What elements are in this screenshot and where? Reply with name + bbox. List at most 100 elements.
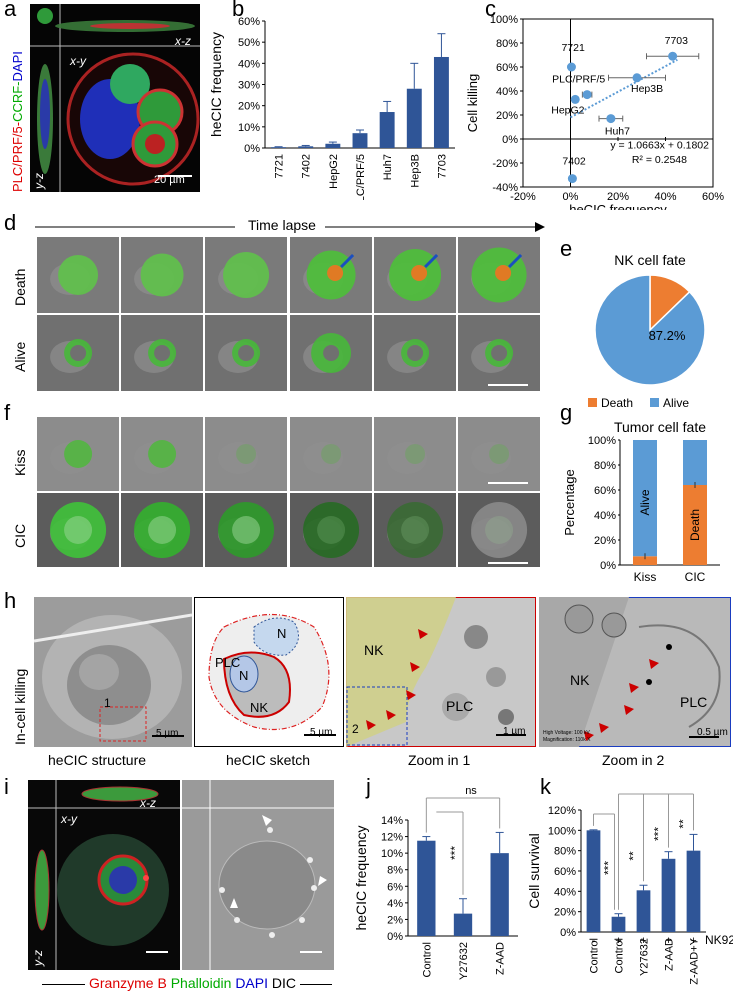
cell-center [70,345,87,361]
cell-center [238,345,255,361]
regression-equation: y = 1.0663x + 0.1802 [610,140,709,152]
sig-star: ** [627,851,641,861]
frame-image [218,252,270,298]
panel-a-xy-label: x-y [70,54,86,68]
panel-h-label: h [4,588,17,613]
bar-death [683,485,707,565]
bar-death [633,556,657,565]
nk92-label: NK92 [705,933,733,947]
y-tick-label: -40% [492,182,518,194]
kiss-frame [456,416,541,492]
cic-frame [456,492,541,568]
structure-scalebar-label: 5 µm [156,728,179,739]
zoom2-scalebar-label: 0.5 µm [697,727,728,738]
y-tick-label: 12% [381,832,403,844]
y-tick-label: 40% [496,86,518,98]
bar [636,890,651,932]
caption-structure: heCIC structure [48,752,147,768]
frame-image [386,249,441,301]
scatter-point [582,90,592,100]
bar [406,88,422,148]
slice-label: 87.2% [649,328,686,343]
frame-image [134,440,177,474]
frame-image [50,255,99,295]
row-label-incell: In-cell killing [12,668,28,745]
panel-i-fluorescence [28,780,180,970]
panel-a-micrograph: x-z x-y y-z 20 µm [30,4,200,192]
internal-cell [484,516,513,544]
y-tick-label: 80% [594,460,616,472]
blue-arrow [507,253,522,269]
legend-dapi: DAPI [235,975,268,991]
alive-frame [372,314,457,392]
death-frame [288,236,373,314]
y-axis-label: heCIC frequency [353,825,369,930]
y-tick-label: 10% [238,122,260,134]
cic-frame [288,492,373,568]
cell-center [322,345,339,361]
legend-red: PLC/PRF/5- [10,121,25,192]
frame-image [470,339,528,386]
y-tick-label: 0% [600,560,616,572]
cell [140,253,184,297]
plot-frame [522,18,714,188]
nk-mark: + [690,935,696,947]
sig-star: *** [602,861,616,875]
frame-image [386,339,429,373]
zoom2-plc-label: PLC [680,694,708,710]
x-tick-label: 40% [654,191,676,203]
red-granule [326,265,343,281]
panel-i-label: i [4,774,9,799]
legend-dic: DIC [271,975,297,991]
bar [586,830,601,932]
heCIC-sketch [194,597,344,747]
y-tick-label: 20% [594,535,616,547]
kiss-frame [120,416,205,492]
cic-frame [372,492,457,568]
zoom1-nk-label: NK [364,642,384,658]
zoom2-meta1: High Voltage: 100 kV [543,730,590,736]
pie-slice [594,274,706,386]
panel-a-label: a [4,0,17,21]
frame-image [134,339,177,373]
x-tick-label: 20% [607,191,629,203]
legend-label: Death [601,396,633,410]
alive-frame [120,314,205,392]
y-tick-label: 8% [387,865,403,877]
row-label-alive: Alive [12,341,28,372]
alive-frame [288,314,373,392]
bar [661,858,676,932]
frame-image [470,442,528,484]
frame-image [470,502,528,564]
alive-frame [36,314,121,392]
bar [453,913,473,936]
death-frame [120,236,205,314]
scatter-point [606,114,616,124]
zoom1-plc-label: PLC [446,698,474,714]
point-label: PLC/PRF/5 [552,74,605,86]
sketch-nk-label: NK [250,700,269,715]
bar [271,147,287,148]
panel-i-channel-legend: Granzyme B Phalloidin DAPI DIC [85,975,301,991]
x-tick-label: Hep3B [409,154,421,188]
point-label: 7402 [562,156,586,168]
y-tick-label: 0% [244,143,260,155]
cell [64,440,93,468]
y-axis-label: Percentage [562,469,577,536]
scatter-point [567,174,577,184]
y-tick-label: 14% [381,815,403,827]
bar-alive [633,440,657,557]
y-tick-label: 60% [594,485,616,497]
caption-zoom1: Zoom in 1 [408,752,471,768]
x-tick-label: 7402 [301,154,313,178]
blue-arrow [339,253,354,269]
y-axis-label: Cell survival [526,833,542,908]
y-tick-label: 4% [387,898,403,910]
cell [320,444,341,464]
death-frame [372,236,457,314]
death-frame [36,236,121,314]
nk-mark: + [665,935,671,947]
bar [325,143,341,148]
y-tick-label: -20% [492,158,518,170]
trend-line [570,58,678,119]
